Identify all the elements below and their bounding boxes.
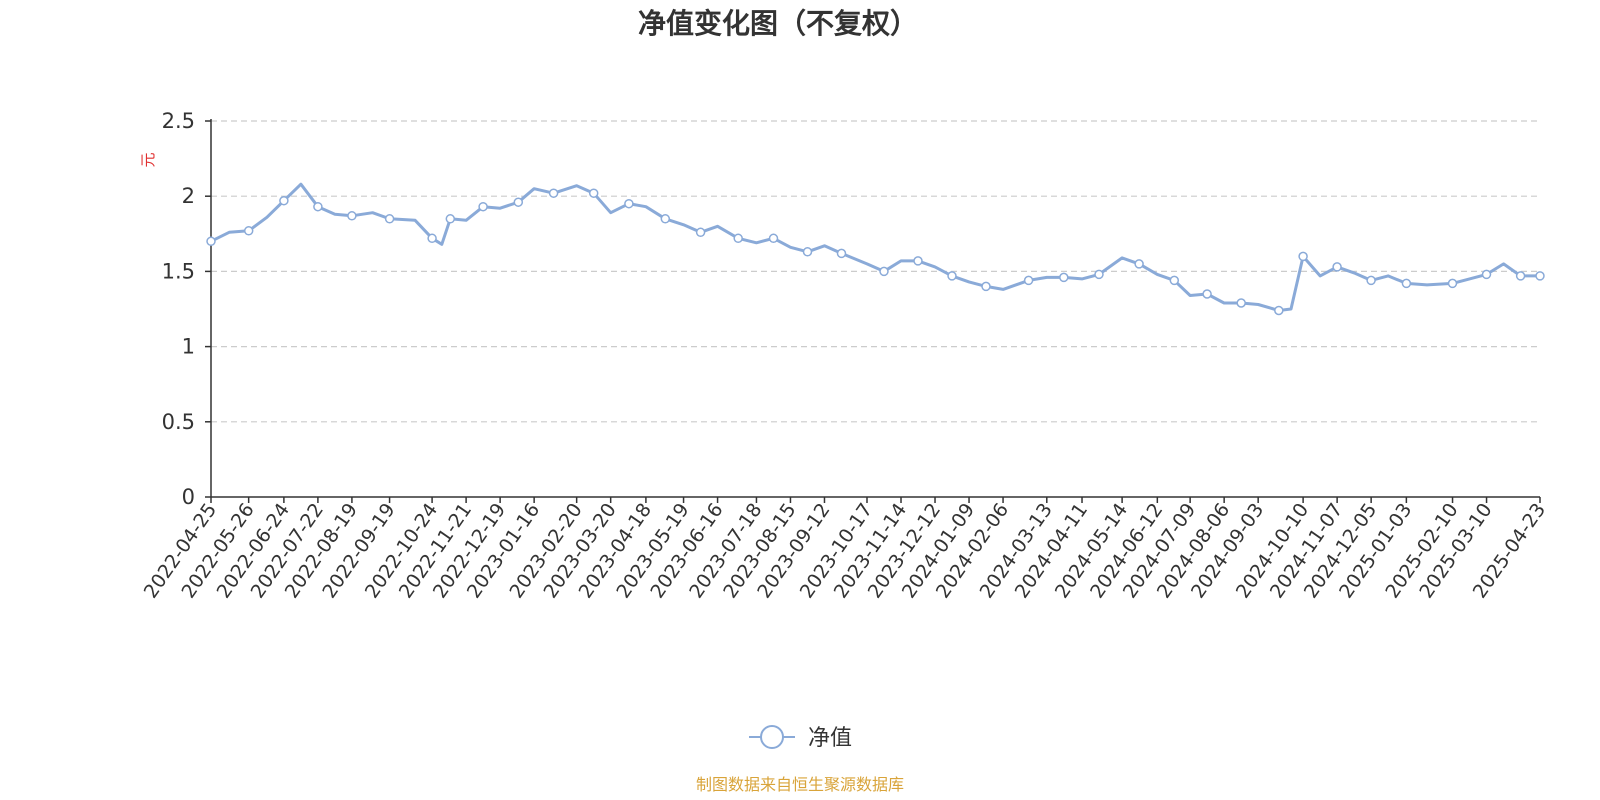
data-point <box>1059 272 1069 283</box>
data-point <box>384 214 395 224</box>
data-point <box>243 226 254 236</box>
chart-title: 净值变化图（不复权） <box>638 7 918 40</box>
data-point <box>1401 278 1412 289</box>
y-tick-label: 2 <box>182 184 195 208</box>
data-point <box>313 201 323 212</box>
data-point <box>913 256 923 266</box>
data-point <box>206 236 216 247</box>
data-point <box>513 197 524 207</box>
data-point <box>478 201 488 212</box>
data-point <box>1169 275 1180 286</box>
data-source-note: 制图数据来自恒生聚源数据库 <box>696 775 904 794</box>
data-point <box>768 233 779 244</box>
data-point <box>695 227 706 238</box>
data-point <box>1094 269 1104 280</box>
data-point <box>1332 262 1342 272</box>
data-point <box>1236 298 1246 308</box>
x-axis-ticks: 2022-04-252022-05-262022-06-242022-07-22… <box>140 497 1550 602</box>
data-point <box>1481 269 1492 280</box>
data-point <box>445 214 456 224</box>
data-point <box>1447 278 1458 289</box>
y-tick-label: 0.5 <box>162 410 195 434</box>
data-point <box>981 281 991 292</box>
data-point <box>802 247 813 257</box>
data-point <box>427 233 437 244</box>
axes <box>210 119 1540 498</box>
data-point <box>1274 305 1284 316</box>
series-line <box>210 182 1540 312</box>
data-point <box>879 266 889 277</box>
data-point <box>1134 259 1144 269</box>
data-point <box>1298 251 1308 262</box>
data-point <box>836 248 847 259</box>
y-tick-label: 1.5 <box>162 259 195 283</box>
legend[interactable]: 净值 <box>749 725 852 751</box>
legend-marker-icon <box>760 725 784 749</box>
data-point <box>1023 275 1034 286</box>
y-axis-unit-label: 元 <box>139 152 157 167</box>
data-point <box>947 271 957 281</box>
y-axis-ticks: 0 0.5 1 1.5 2 2.5 <box>162 109 211 509</box>
data-point <box>588 188 599 198</box>
y-tick-label: 1 <box>182 335 195 359</box>
data-point <box>1202 289 1212 299</box>
grid-lines <box>211 120 1540 423</box>
data-point <box>660 214 671 224</box>
data-point <box>733 233 743 244</box>
data-point <box>1515 271 1526 281</box>
data-point <box>347 211 357 221</box>
data-point <box>1535 271 1545 281</box>
series-group <box>206 182 1545 316</box>
data-point <box>1366 275 1376 286</box>
y-tick-label: 0 <box>182 485 195 509</box>
data-point <box>548 188 559 198</box>
data-point <box>279 195 289 206</box>
data-point <box>624 198 634 209</box>
y-tick-label: 2.5 <box>162 109 195 133</box>
legend-label: 净值 <box>808 726 852 751</box>
